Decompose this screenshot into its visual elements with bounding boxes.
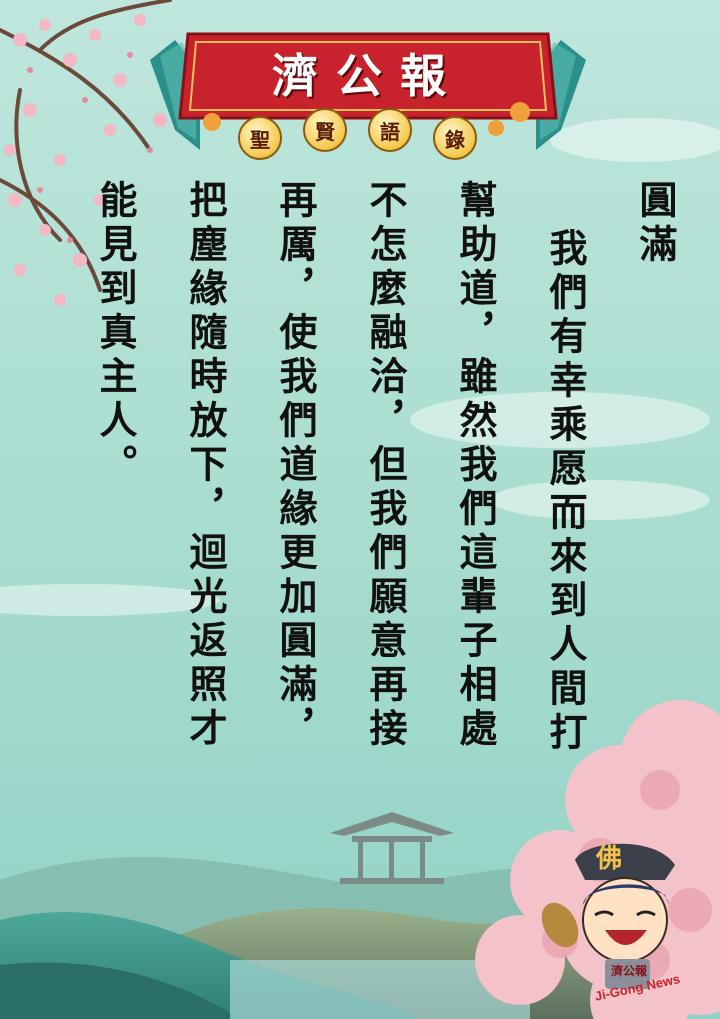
poem-column-6: 能見到真主人。 — [93, 180, 138, 488]
subtitle-char-3: 語 — [368, 108, 412, 152]
mascot-hat-char: 佛 — [596, 844, 623, 874]
poem-column-2: 幫助道，雖然我們這輩子相處 — [453, 180, 498, 752]
banner-title: 濟公報 — [272, 49, 464, 103]
poem-column-1: 我們有幸乘愿而來到人間打 — [543, 228, 588, 756]
poem-title: 圓滿 — [633, 180, 678, 268]
subtitle-char-1: 聖 — [238, 116, 282, 160]
subtitle-char-4: 錄 — [433, 116, 477, 160]
mascot-badge: 濟公報 — [611, 964, 648, 978]
poem-column-4: 再厲，使我們道緣更加圓滿， — [273, 180, 318, 752]
poem-column-5: 把塵緣隨時放下，迴光返照才 — [183, 180, 228, 752]
poem-column-3: 不怎麼融洽，但我們願意再接 — [363, 180, 408, 752]
subtitle-char-2: 賢 — [303, 108, 347, 152]
banner: 濟公報 聖 賢 語 錄 — [178, 28, 558, 160]
